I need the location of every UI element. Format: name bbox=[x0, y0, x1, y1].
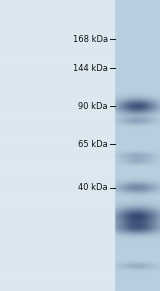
Text: 90 kDa: 90 kDa bbox=[78, 102, 108, 111]
Text: 168 kDa: 168 kDa bbox=[73, 35, 108, 44]
Text: 40 kDa: 40 kDa bbox=[78, 183, 108, 192]
Text: 65 kDa: 65 kDa bbox=[78, 140, 108, 148]
Bar bbox=[115, 0, 160, 291]
Text: 144 kDa: 144 kDa bbox=[73, 64, 108, 73]
